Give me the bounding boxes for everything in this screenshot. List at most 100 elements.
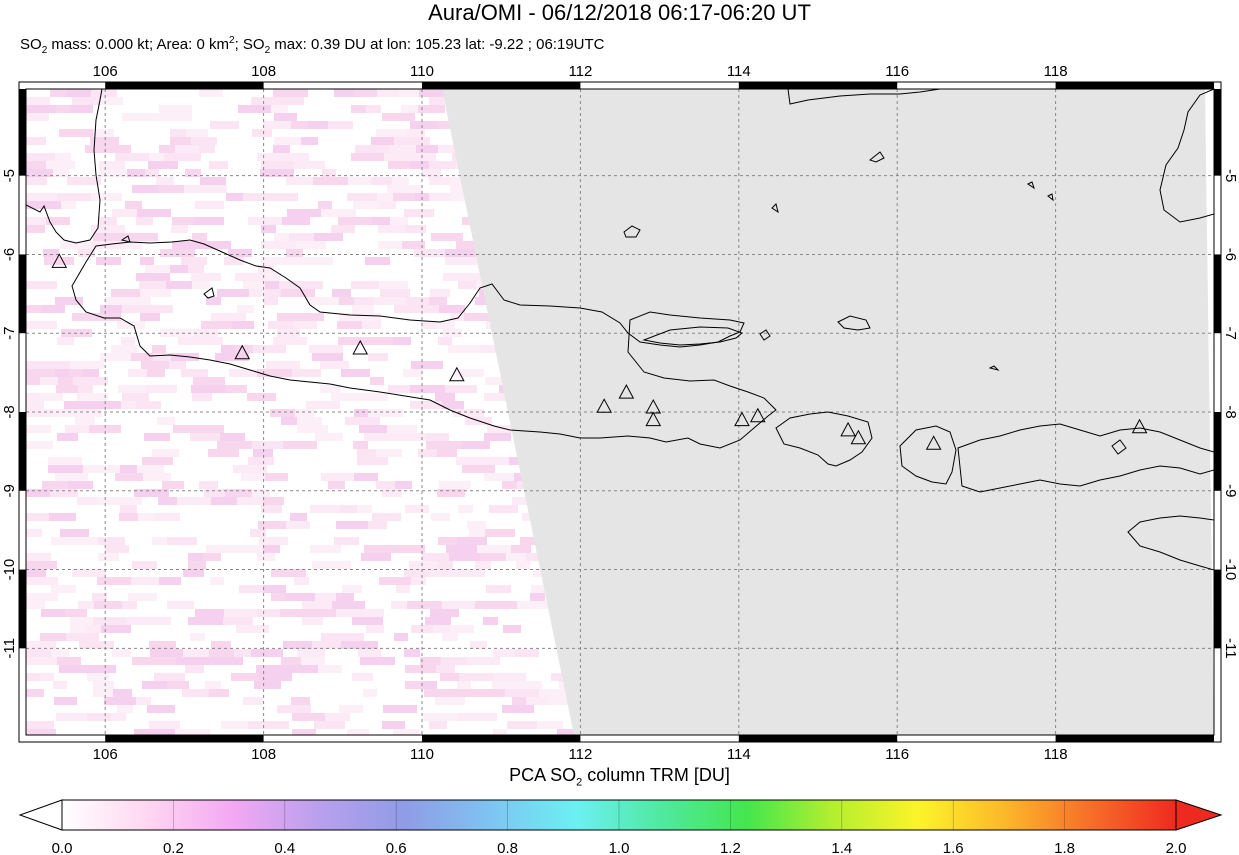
so2-pixel bbox=[97, 577, 116, 585]
so2-pixel bbox=[530, 593, 545, 601]
so2-pixel bbox=[347, 729, 369, 735]
frame-band-right bbox=[1214, 412, 1221, 491]
so2-pixel bbox=[377, 193, 393, 201]
so2-pixel bbox=[175, 145, 199, 153]
frame-band-top bbox=[422, 82, 581, 89]
so2-pixel bbox=[315, 593, 336, 601]
so2-pixel bbox=[26, 153, 55, 161]
colorbar-under-arrow bbox=[18, 799, 63, 831]
island-small-4 bbox=[1111, 439, 1127, 455]
so2-pixel bbox=[243, 697, 263, 705]
so2-pixel bbox=[48, 465, 83, 473]
so2-pixel bbox=[430, 569, 458, 577]
so2-pixel bbox=[249, 289, 266, 297]
coastline-sumbawa bbox=[957, 423, 1214, 493]
so2-pixel bbox=[93, 681, 114, 689]
so2-pixel bbox=[266, 289, 281, 297]
so2-pixel bbox=[145, 169, 159, 177]
so2-pixel bbox=[321, 209, 356, 217]
so2-pixel bbox=[453, 409, 484, 417]
so2-pixel bbox=[306, 297, 339, 305]
so2-pixel bbox=[248, 457, 274, 465]
so2-pixel bbox=[136, 401, 161, 409]
lon-tick-label-top: 108 bbox=[251, 63, 276, 80]
so2-pixel bbox=[252, 441, 283, 449]
so2-pixel bbox=[393, 337, 411, 345]
colorbar-over-arrow bbox=[1175, 799, 1223, 831]
island-small-1 bbox=[771, 203, 779, 214]
so2-pixel bbox=[259, 537, 288, 545]
so2-pixel bbox=[516, 561, 530, 569]
so2-pixel bbox=[445, 257, 480, 265]
so2-pixel bbox=[54, 697, 77, 705]
so2-pixel bbox=[190, 433, 220, 441]
so2-pixel bbox=[172, 241, 201, 249]
so2-pixel bbox=[93, 689, 113, 697]
so2-pixel bbox=[429, 161, 456, 169]
so2-pixel bbox=[353, 201, 379, 209]
so2-pixel bbox=[456, 457, 491, 465]
so2-pixel bbox=[424, 689, 451, 697]
so2-pixel bbox=[26, 177, 47, 185]
so2-pixel bbox=[26, 97, 50, 105]
so2-pixel bbox=[98, 553, 119, 561]
so2-pixel bbox=[405, 225, 426, 233]
so2-pixel bbox=[183, 569, 204, 577]
frame-band-bottom bbox=[105, 735, 264, 742]
so2-pixel bbox=[185, 169, 201, 177]
so2-pixel bbox=[26, 561, 57, 569]
so2-pixel bbox=[199, 185, 227, 193]
so2-pixel bbox=[394, 633, 408, 641]
so2-pixel bbox=[170, 129, 186, 137]
so2-pixel bbox=[53, 169, 69, 177]
so2-pixel bbox=[372, 513, 401, 521]
so2-pixel bbox=[376, 129, 407, 137]
so2-pixel bbox=[338, 337, 365, 345]
lat-tick-label-right: -5 bbox=[1222, 169, 1239, 182]
so2-pixel bbox=[431, 513, 450, 521]
so2-pixel bbox=[410, 385, 445, 393]
so2-pixel bbox=[248, 721, 263, 729]
so2-pixel bbox=[136, 273, 170, 281]
so2-pixel bbox=[57, 193, 91, 201]
so2-pixel bbox=[274, 137, 301, 145]
so2-pixel bbox=[155, 657, 176, 665]
so2-pixel bbox=[364, 545, 391, 553]
so2-pixel bbox=[402, 241, 425, 249]
so2-pixel bbox=[26, 689, 44, 697]
so2-pixel bbox=[312, 641, 341, 649]
so2-pixel bbox=[100, 305, 122, 313]
so2-pixel bbox=[125, 201, 142, 209]
so2-pixel bbox=[314, 721, 345, 729]
so2-pixel bbox=[429, 193, 450, 201]
so2-pixel bbox=[117, 321, 145, 329]
so2-pixel bbox=[391, 601, 407, 609]
so2-pixel bbox=[26, 577, 58, 585]
so2-pixel bbox=[100, 97, 123, 105]
so2-pixel bbox=[225, 489, 252, 497]
so2-pixel bbox=[49, 513, 76, 521]
so2-pixel bbox=[492, 681, 507, 689]
lon-tick-label-top: 110 bbox=[410, 63, 434, 80]
so2-pixel bbox=[191, 137, 217, 145]
so2-pixel bbox=[174, 113, 192, 121]
lon-tick-label-bottom: 118 bbox=[1044, 746, 1068, 763]
so2-pixel bbox=[141, 113, 174, 121]
so2-pixel bbox=[459, 673, 493, 681]
so2-pixel bbox=[136, 697, 151, 705]
so2-pixel bbox=[146, 305, 173, 313]
outer-frame bbox=[18, 81, 1222, 743]
so2-pixel bbox=[256, 665, 286, 673]
so2-pixel bbox=[188, 561, 206, 569]
so2-pixel bbox=[99, 169, 127, 177]
so2-pixel bbox=[176, 657, 211, 665]
so2-pixel bbox=[448, 345, 480, 353]
so2-pixel bbox=[313, 257, 333, 265]
so2-pixel bbox=[259, 673, 292, 681]
so2-pixel bbox=[440, 673, 459, 681]
so2-pixel bbox=[422, 553, 449, 561]
so2-pixel bbox=[352, 673, 373, 681]
so2-pixel bbox=[70, 625, 87, 633]
so2-pixel bbox=[352, 305, 374, 313]
